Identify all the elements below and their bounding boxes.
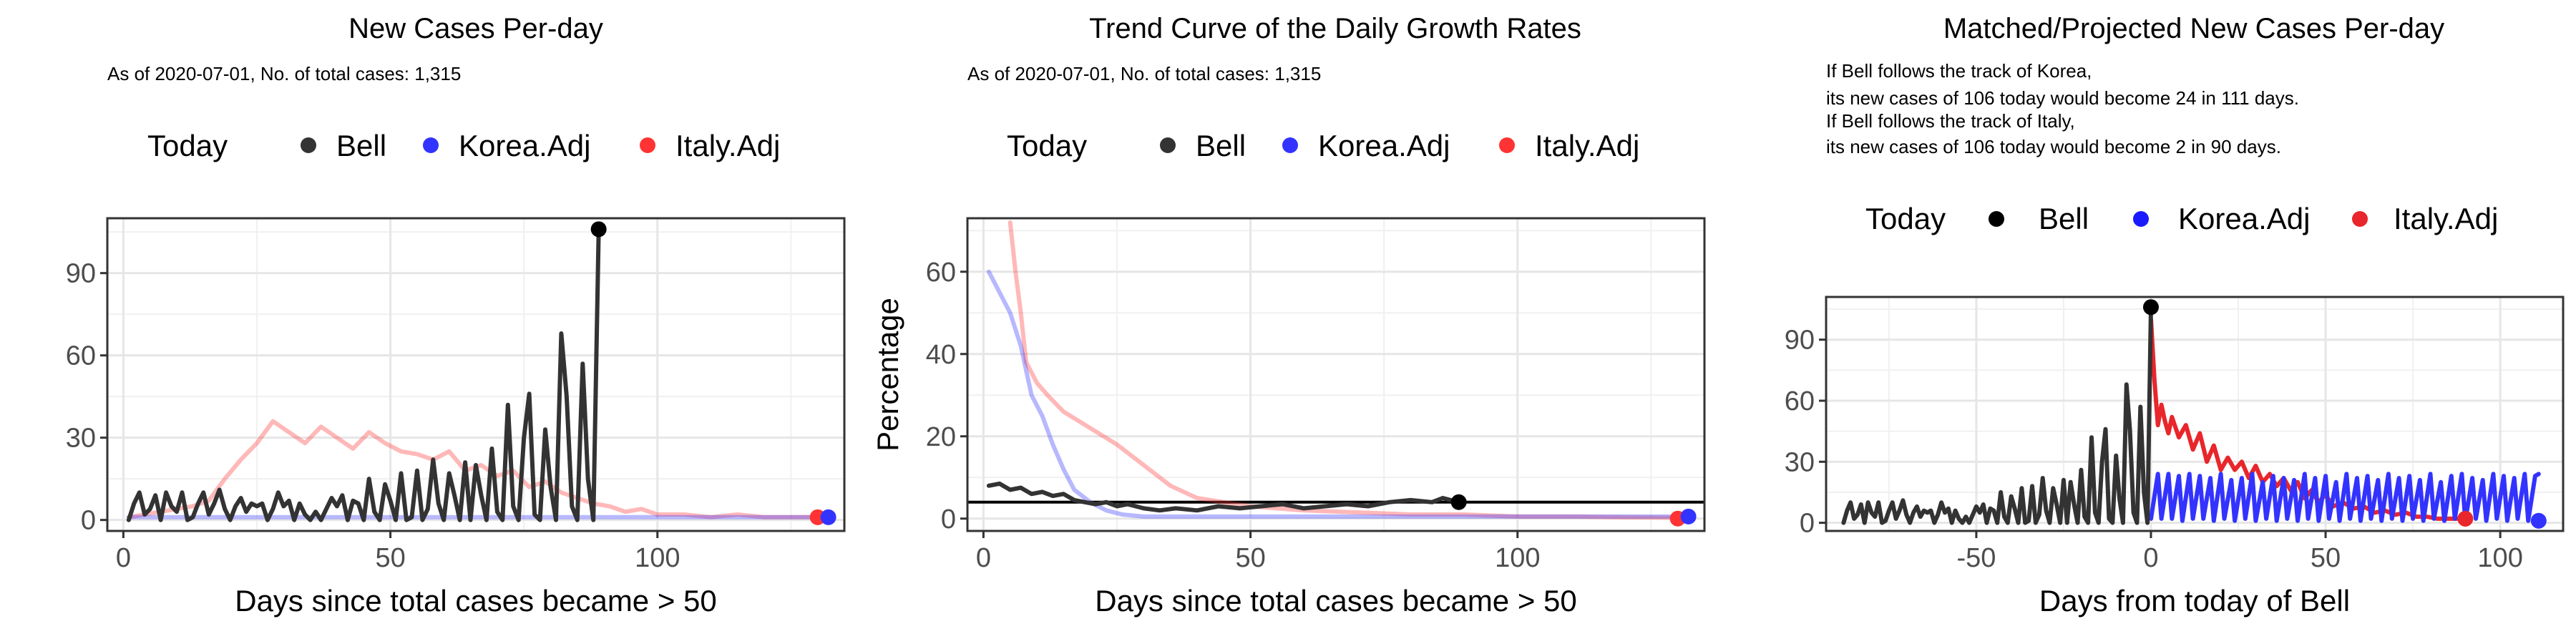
- y-tick-label: 0: [81, 506, 96, 536]
- legend-key-italy: [2352, 211, 2368, 227]
- x-tick-label: 50: [375, 543, 405, 573]
- today-point-korea-adj: [820, 509, 836, 525]
- y-tick-label: 60: [1785, 386, 1815, 416]
- series-line-korea-adj: [986, 269, 1691, 519]
- series-line-bell: [126, 227, 601, 522]
- legend-title: Today: [1007, 129, 1087, 162]
- series-line-bell: [986, 481, 1461, 513]
- panel-3-legend: Today Bell Korea.Adj Italy.Adj: [1865, 202, 2498, 235]
- series-line-italy-adj: [126, 419, 820, 519]
- plot-border: [1825, 296, 2565, 532]
- legend-key-bell: [1989, 211, 2004, 227]
- legend-label-korea: Korea.Adj: [1318, 129, 1450, 162]
- panel-3-subtitle-line-1: If Bell follows the track of Korea,: [1826, 60, 2092, 82]
- plot-background: [967, 218, 1704, 531]
- y-axis-title: Percentage: [871, 298, 904, 452]
- panel-1-title: New Cases Per-day: [348, 13, 603, 44]
- x-tick-label: 0: [116, 543, 131, 573]
- legend-key-korea: [2133, 211, 2149, 227]
- panel-3-subtitle-line-4: its new cases of 106 today would become …: [1826, 136, 2281, 157]
- panel-3-title: Matched/Projected New Cases Per-day: [1943, 13, 2444, 44]
- plot-border: [106, 217, 846, 532]
- y-tick-label: 90: [66, 259, 96, 289]
- panel-new-cases: New Cases Per-day As of 2020-07-01, No. …: [66, 13, 846, 618]
- legend-key-bell: [301, 137, 316, 153]
- legend-title: Today: [147, 129, 228, 162]
- legend-key-italy: [1499, 137, 1515, 153]
- series-group: [1841, 305, 2541, 525]
- x-tick-label: 50: [1235, 543, 1265, 573]
- panel-2-subtitle: As of 2020-07-01, No. of total cases: 1,…: [967, 63, 1321, 84]
- panel-1-legend: Today Bell Korea.Adj Italy.Adj: [147, 129, 780, 162]
- y-tick-label: 0: [941, 504, 956, 535]
- x-axis-title: Days since total cases became > 50: [1095, 584, 1577, 618]
- panel-3-plot: -50 0 50 100 0 30 60 90 Days from today of Bell: [1785, 296, 2565, 618]
- today-point-korea-adj: [2530, 512, 2547, 529]
- series-line-italy-adj: [1008, 220, 1680, 520]
- legend-label-bell: Bell: [336, 129, 386, 162]
- today-point-bell: [590, 221, 607, 238]
- y-tick-label: 0: [1800, 509, 1815, 539]
- panel-2-legend: Today Bell Korea.Adj Italy.Adj: [1007, 129, 1639, 162]
- x-tick-label: -50: [1956, 543, 1996, 573]
- panel-3-subtitle-line-3: If Bell follows the track of Italy,: [1826, 110, 2075, 132]
- today-point-italy-adj: [2457, 510, 2474, 527]
- x-tick-label: 50: [2311, 543, 2341, 573]
- legend-key-korea: [1282, 137, 1298, 153]
- legend-label-korea: Korea.Adj: [459, 129, 590, 162]
- today-point-bell: [2142, 299, 2159, 316]
- y-tick-label: 20: [926, 422, 956, 452]
- x-tick-label: 100: [2477, 543, 2522, 573]
- legend-label-bell: Bell: [1196, 129, 1246, 162]
- legend-key-bell: [1160, 137, 1176, 153]
- legend-label-italy: Italy.Adj: [1535, 129, 1639, 162]
- series-line-korea-adj: [2149, 472, 2541, 523]
- panel-3-subtitle-line-2: its new cases of 106 today would become …: [1826, 87, 2299, 109]
- x-axis-title: Days from today of Bell: [2039, 584, 2350, 618]
- y-tick-label: 90: [1785, 326, 1815, 356]
- x-tick-label: 0: [976, 543, 991, 573]
- y-tick-label: 40: [926, 340, 956, 370]
- panel-1-subtitle: As of 2020-07-01, No. of total cases: 1,…: [107, 63, 461, 84]
- legend-key-italy: [640, 137, 655, 153]
- x-tick-label: 0: [2143, 543, 2158, 573]
- y-tick-label: 30: [1785, 447, 1815, 477]
- y-tick-label: 30: [66, 424, 96, 454]
- legend-label-bell: Bell: [2039, 202, 2089, 235]
- x-tick-label: 100: [1495, 543, 1540, 573]
- today-point-korea-adj: [1680, 508, 1697, 525]
- legend-label-korea: Korea.Adj: [2178, 202, 2310, 235]
- panel-growth-rates: Trend Curve of the Daily Growth Rates As…: [871, 13, 1706, 618]
- legend-label-italy: Italy.Adj: [675, 129, 780, 162]
- legend-key-korea: [423, 137, 439, 153]
- today-point-bell: [1450, 494, 1467, 510]
- series-line-bell: [1841, 305, 2153, 525]
- y-tick-label: 60: [66, 341, 96, 371]
- series-line-italy-adj: [2149, 317, 2468, 521]
- panel-projected: Matched/Projected New Cases Per-day If B…: [1785, 13, 2565, 618]
- series-group: [126, 227, 831, 522]
- series-group: [967, 220, 1704, 520]
- x-tick-label: 100: [635, 543, 680, 573]
- panel-2-title: Trend Curve of the Daily Growth Rates: [1089, 13, 1581, 44]
- panel-1-plot: 0 50 100 0 30 60 90 Days since total cases beca…: [66, 217, 846, 618]
- legend-title: Today: [1865, 202, 1946, 235]
- legend-label-italy: Italy.Adj: [2394, 202, 2498, 235]
- y-tick-label: 60: [926, 258, 956, 288]
- plot-border: [966, 217, 1706, 532]
- panel-2-plot: 0 50 100 0 20 40 60 Days since total cases beca…: [871, 217, 1706, 618]
- x-axis-title: Days since total cases became > 50: [235, 584, 717, 618]
